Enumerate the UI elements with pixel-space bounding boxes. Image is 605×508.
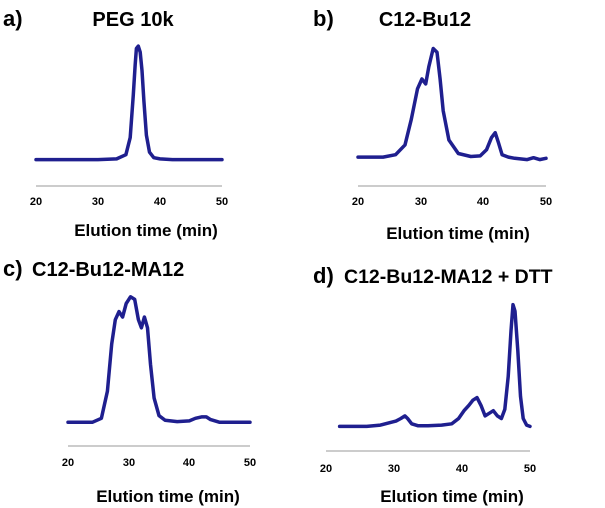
panel-d-letter: d) [313,263,334,288]
panel-c-tick-30: 30 [123,457,135,469]
panel-d-tick-20: 20 [320,463,332,475]
panel-a-trace [34,44,224,162]
panel-b-letter: b) [313,6,334,31]
panel-a-tick-40: 40 [154,196,166,208]
panel-c-tick-40: 40 [183,457,195,469]
panel-c-tick-20: 20 [62,457,74,469]
panel-a-xlabel: Elution time (min) [74,221,218,240]
panel-a-tick-30: 30 [92,196,104,208]
panel-c-xlabel: Elution time (min) [96,487,240,506]
panel-b: b) C12-Bu12 20 30 40 50 Elution time (mi… [313,6,552,243]
panel-d-title: C12-Bu12-MA12 + DTT [344,266,553,288]
panel-c: c) C12-Bu12-MA12 20 30 40 50 Elution tim… [3,256,256,506]
panel-b-tick-40: 40 [477,196,489,208]
panel-a-tick-50: 50 [216,196,228,208]
panel-d-tick-50: 50 [524,463,536,475]
panel-c-tick-50: 50 [244,457,256,469]
panel-c-title: C12-Bu12-MA12 [32,259,184,281]
panel-a-letter: a) [3,6,23,31]
panel-a: a) PEG 10k 20 30 40 50 Elution time (min… [3,6,228,240]
panel-b-xlabel: Elution time (min) [386,224,530,243]
panel-b-trace [356,46,548,162]
panel-b-tick-20: 20 [352,196,364,208]
panel-b-tick-50: 50 [540,196,552,208]
panel-a-title: PEG 10k [92,9,174,31]
panel-d-xlabel: Elution time (min) [380,487,524,506]
panel-b-tick-30: 30 [415,196,427,208]
panel-c-trace [66,295,252,425]
panel-d-trace [337,302,532,429]
panel-b-title: C12-Bu12 [379,9,471,31]
panel-d-tick-30: 30 [388,463,400,475]
panel-d-tick-40: 40 [456,463,468,475]
panel-d: d) C12-Bu12-MA12 + DTT 20 30 40 50 Eluti… [313,263,553,506]
panel-c-letter: c) [3,256,23,281]
panel-a-tick-20: 20 [30,196,42,208]
